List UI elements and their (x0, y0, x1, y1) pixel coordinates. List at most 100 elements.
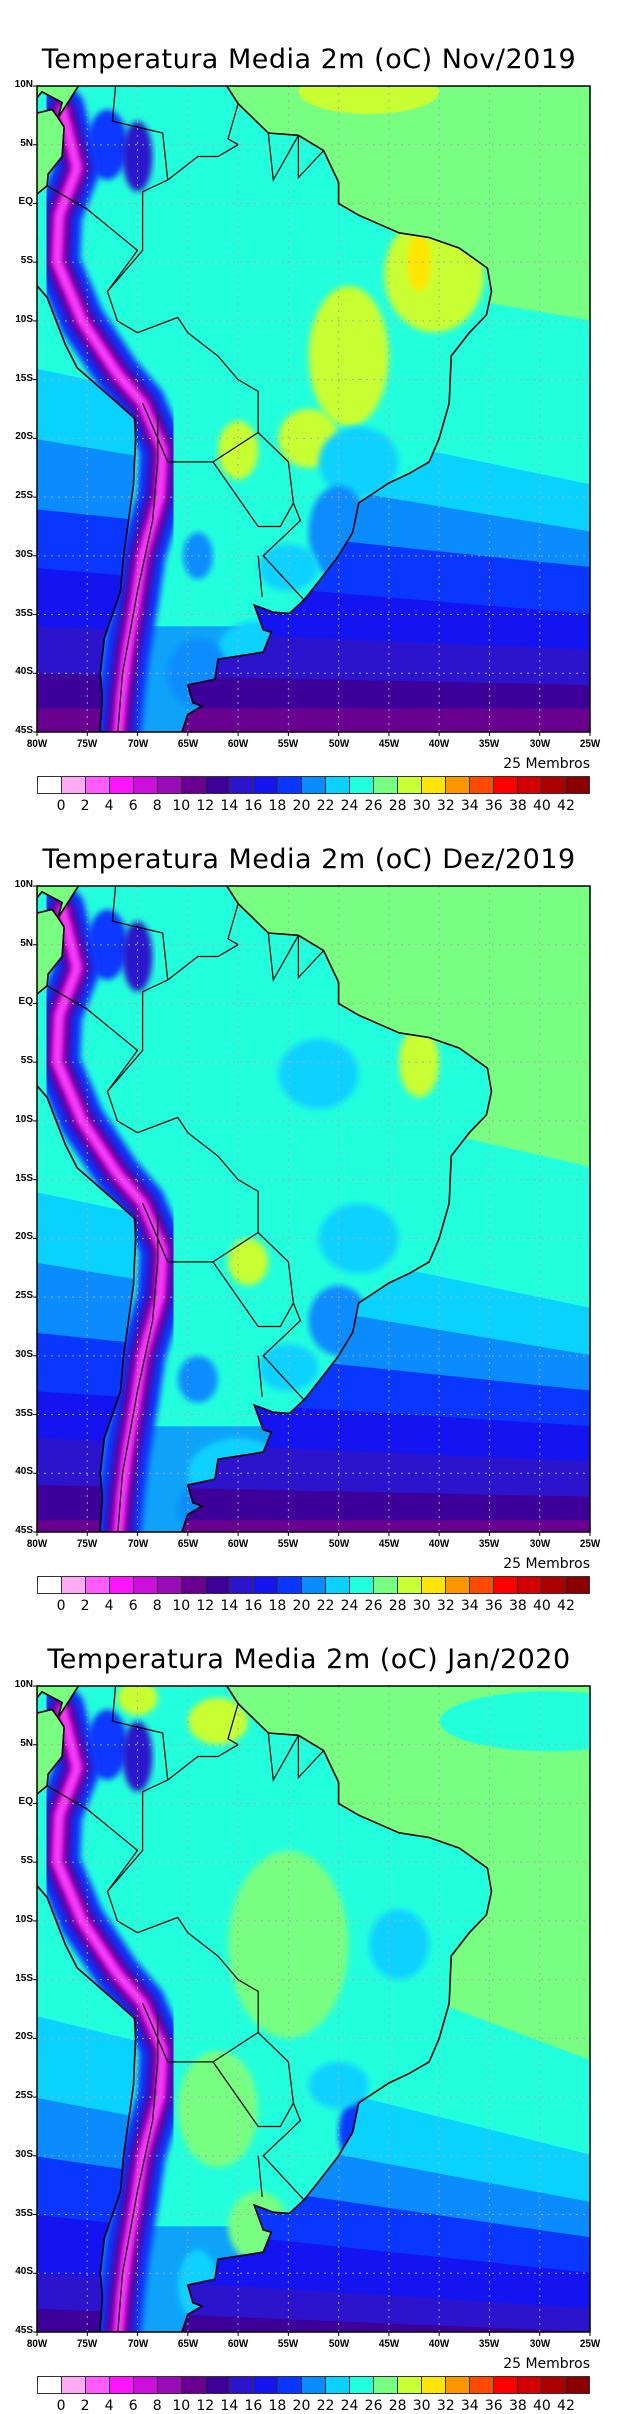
colorbar-swatch (182, 1577, 206, 1593)
lon-label: 50W (328, 1538, 349, 1550)
colorbar-label: 14 (220, 798, 239, 814)
coastline (37, 86, 493, 732)
lat-label: EQ (18, 1796, 33, 1808)
lon-label: 75W (77, 738, 98, 750)
forecast-panel-Dez-2019: Temperatura Media 2m (oC) Dez/2019 10N 5N E… (0, 800, 618, 1614)
country-border (142, 1202, 259, 1263)
colorbar (37, 776, 590, 794)
lon-label: 50W (328, 2338, 349, 2350)
lat-label: 10S (15, 1113, 33, 1125)
colorbar-swatch (518, 777, 542, 793)
country-border (257, 555, 263, 597)
colorbar-swatch (278, 2377, 302, 2393)
colorbar-swatch (62, 777, 86, 793)
lat-label: 40S (15, 1466, 33, 1478)
forecast-panel-Jan-2020: Temperatura Media 2m (oC) Jan/2020 10N 5N E… (0, 1600, 618, 2414)
colorbar-label: 10 (172, 1598, 191, 1614)
lat-label: EQ (18, 996, 33, 1008)
colorbar-label: 36 (484, 1598, 503, 1614)
colorbar-label: 14 (220, 1598, 239, 1614)
lat-label: 40S (15, 666, 33, 678)
colorbar-swatch (494, 777, 518, 793)
colorbar-label: 8 (152, 798, 162, 814)
temperature-patch (228, 1238, 269, 1286)
colorbar-swatch (422, 777, 446, 793)
map-title: Temperatura Media 2m (oC) Nov/2019 (41, 44, 577, 75)
lon-label: 80W (26, 1538, 48, 1550)
lat-label: 45S (15, 2325, 33, 2336)
country-border (46, 1785, 139, 1892)
country-border (297, 135, 325, 180)
country-border (257, 1355, 263, 1397)
lat-label: 35S (15, 1407, 33, 1419)
lon-label: 65W (177, 2338, 198, 2350)
colorbar-swatch (566, 777, 589, 793)
lat-label: 5S (20, 1055, 33, 1067)
country-border (117, 414, 159, 732)
lat-label: 15S (15, 1172, 33, 1184)
lon-label: 40W (428, 738, 450, 750)
lon-label: 60W (227, 1538, 249, 1550)
colorbar-label: 28 (388, 798, 407, 814)
colorbar-swatch (446, 1577, 470, 1593)
country-border (111, 1686, 169, 1781)
lon-label: 80W (26, 2338, 48, 2350)
colorbar-swatch (134, 1577, 158, 1593)
lat-label: 10N (14, 1679, 33, 1690)
colorbar-swatch (566, 2377, 589, 2393)
lon-label: 55W (278, 738, 299, 750)
colorbar-swatch (350, 1577, 374, 1593)
temperature-patch (308, 285, 389, 427)
colorbar-swatch (134, 777, 158, 793)
temperature-patch (407, 232, 432, 292)
colorbar-swatch (110, 1577, 134, 1593)
colorbar-swatch (350, 2377, 374, 2393)
colorbar-swatch (62, 2377, 86, 2393)
forecast-panel-Nov-2019: Temperatura Media 2m (oC) Nov/2019 10N 5N E… (0, 0, 618, 814)
lat-label: 30S (15, 2148, 33, 2160)
country-border (267, 932, 299, 982)
warm-ocean-patch (298, 86, 439, 114)
colorbar-swatch (206, 1577, 230, 1593)
country-border (111, 86, 169, 181)
lat-label: 20S (15, 2031, 33, 2043)
colorbar-swatch (326, 1577, 350, 1593)
colorbar-swatch (446, 777, 470, 793)
lat-label: 45S (15, 725, 33, 736)
lon-label: 70W (127, 2338, 148, 2350)
colorbar-label: 0 (56, 798, 66, 814)
colorbar-swatch (110, 2377, 134, 2393)
colorbar-swatch (182, 777, 206, 793)
colorbar-swatch (110, 777, 134, 793)
lon-label: 75W (77, 1538, 98, 1550)
lat-label: 30S (15, 1348, 33, 1360)
colorbar-label: 6 (128, 798, 138, 814)
colorbar-swatch (158, 2377, 182, 2393)
temperature-patch (182, 532, 213, 580)
colorbar-label: 18 (268, 798, 287, 814)
lon-label: 50W (328, 738, 349, 750)
lat-label: 10N (14, 79, 33, 90)
colorbar-label: 2 (80, 798, 90, 814)
coastline (37, 1690, 64, 1720)
colorbar-label: 42 (557, 2398, 575, 2414)
colorbar-swatch (470, 2377, 494, 2393)
colorbar-swatch (326, 777, 350, 793)
colorbar-swatch (518, 2377, 542, 2393)
colorbar-label: 24 (340, 798, 359, 814)
country-border (227, 903, 239, 946)
lat-label: EQ (18, 196, 33, 208)
temperature-patch (278, 1038, 359, 1110)
lat-label: 15S (15, 372, 33, 384)
colorbar-label: 38 (508, 798, 527, 814)
colorbar-label: 38 (508, 1598, 527, 1614)
colorbar-label: 20 (292, 1598, 311, 1614)
colorbar-label: 34 (460, 1598, 479, 1614)
temperature-patch (117, 1686, 158, 1716)
lon-label: 70W (127, 1538, 148, 1550)
colorbar-swatch (398, 2377, 422, 2393)
colorbar-swatch (566, 1577, 589, 1593)
lon-label: 30W (529, 1538, 550, 1550)
country-border (117, 2014, 159, 2332)
lon-label: 45W (378, 2338, 400, 2350)
